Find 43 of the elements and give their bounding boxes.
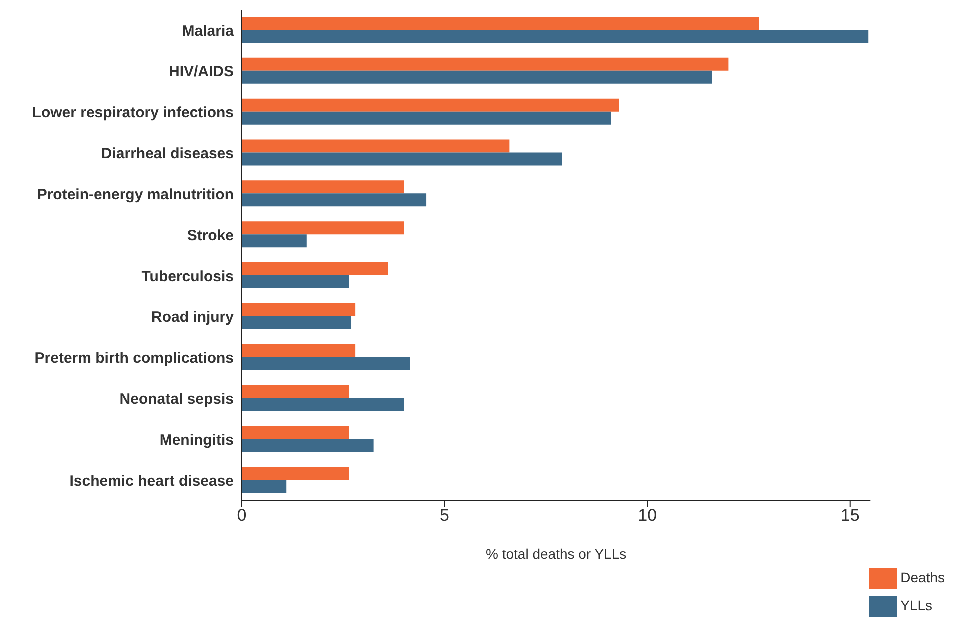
bar <box>242 385 350 398</box>
legend-label: YLLs <box>900 598 933 614</box>
bar <box>242 234 307 248</box>
bar <box>242 194 427 207</box>
y-tick-label: Neonatal sepsis <box>120 391 234 408</box>
y-tick-label: Tuberculosis <box>142 268 234 286</box>
y-tick-label: HIV/AIDS <box>168 64 234 81</box>
bar <box>242 112 612 125</box>
bar <box>242 140 510 153</box>
bar <box>242 152 562 166</box>
bar <box>242 426 350 440</box>
x-tick-label: 5 <box>440 506 450 526</box>
y-tick-label: Road injury <box>151 309 235 326</box>
bar <box>242 467 350 480</box>
x-tick-label: 10 <box>638 506 658 526</box>
bar <box>242 398 404 412</box>
bar <box>242 30 869 43</box>
y-tick-label: Stroke <box>187 227 234 244</box>
bar <box>242 276 350 288</box>
y-tick-label: Diarrheal diseases <box>101 146 234 163</box>
bar <box>242 222 404 235</box>
legend-label: Deaths <box>900 570 945 586</box>
bar <box>242 262 388 276</box>
y-tick-label: Meningitis <box>160 432 234 449</box>
bar <box>242 480 287 494</box>
y-tick-label: Lower respiratory infections <box>32 104 234 122</box>
y-tick-label: Protein-energy malnutrition <box>37 186 234 204</box>
bar <box>242 357 410 370</box>
bar <box>242 180 404 194</box>
bar <box>242 439 374 452</box>
y-tick-label: Ischemic heart disease <box>70 472 234 490</box>
bar <box>242 58 729 71</box>
y-tick-label: Malaria <box>182 22 235 40</box>
x-axis-title: % total deaths or YLLs <box>486 546 627 562</box>
bar <box>242 70 712 84</box>
bar <box>242 316 352 330</box>
x-tick-label: 0 <box>237 506 247 526</box>
bar <box>242 98 620 112</box>
x-tick-label: 15 <box>840 506 860 526</box>
y-tick-label: Preterm birth complications <box>34 350 234 368</box>
bar <box>242 17 760 30</box>
bar <box>242 303 356 316</box>
bar <box>242 344 356 358</box>
